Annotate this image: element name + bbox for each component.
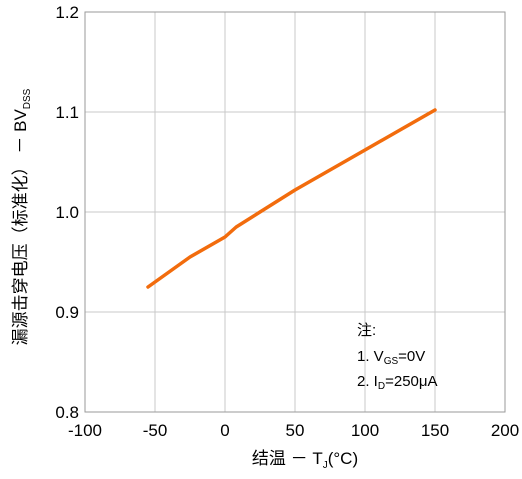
y-tick-label-1: 0.9 (55, 303, 79, 322)
x-axis-title-unit: (°C) (328, 449, 358, 468)
note-line-1-sub: GS (384, 356, 399, 367)
x-tick-label-0: -100 (68, 421, 102, 440)
plot-frame (84, 11, 506, 413)
series-layer (146, 108, 437, 289)
grid-lines (84, 11, 506, 413)
note-line-1-pre: 1. V (357, 348, 384, 365)
x-tick-label-4: 100 (351, 421, 379, 440)
note-line-2-pre: 2. I (357, 373, 378, 390)
y-axis-title-sub: DSS (22, 88, 33, 109)
x-tick-label-1: -50 (143, 421, 168, 440)
note-line-1: 1. VGS=0V (357, 348, 425, 367)
x-axis-ticks: -100 -50 0 50 100 150 200 (68, 421, 519, 440)
x-tick-label-6: 200 (491, 421, 519, 440)
note-line-1-post: =0V (398, 348, 425, 365)
note-line-2: 2. ID=250μA (357, 373, 438, 392)
series-line-0 (146, 108, 437, 289)
y-tick-label-4: 1.2 (55, 3, 79, 22)
y-tick-label-2: 1.0 (55, 203, 79, 222)
x-axis-title-sub: J (323, 460, 328, 471)
y-axis-title-main: 漏源击穿电压（标准化） － BV (11, 109, 30, 346)
y-tick-label-3: 1.1 (55, 103, 79, 122)
x-axis-title-main: 结温 － T (252, 449, 323, 468)
y-axis-ticks: 0.8 0.9 1.0 1.1 1.2 (55, 3, 79, 422)
x-tick-label-3: 50 (286, 421, 305, 440)
annotation-note: 注: 1. VGS=0V 2. ID=250μA (357, 322, 438, 392)
note-line-2-sub: D (378, 381, 385, 392)
note-header: 注: (357, 322, 376, 339)
y-axis-title: 漏源击穿电压（标准化） － BVDSS (11, 88, 33, 345)
x-axis-title: 结温 － TJ(°C) (252, 449, 358, 471)
x-tick-label-5: 150 (421, 421, 449, 440)
note-line-2-post: =250μA (385, 373, 437, 390)
y-tick-label-0: 0.8 (55, 403, 79, 422)
x-tick-label-2: 0 (220, 421, 229, 440)
